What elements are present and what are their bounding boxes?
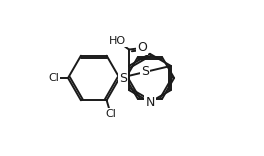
- Text: S: S: [141, 66, 149, 78]
- Text: S: S: [119, 71, 127, 85]
- Text: Cl: Cl: [49, 73, 59, 83]
- Text: N: N: [145, 96, 155, 109]
- Text: Cl: Cl: [105, 109, 116, 119]
- Text: HO: HO: [109, 36, 126, 46]
- Text: O: O: [137, 41, 147, 54]
